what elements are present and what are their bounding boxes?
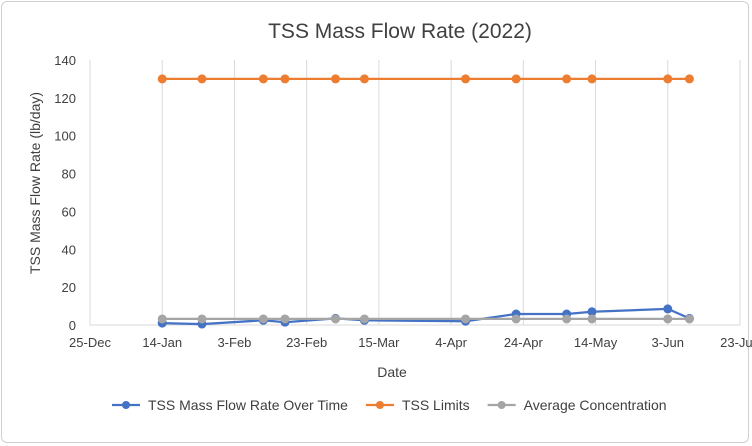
x-axis-label: Date [377, 364, 407, 380]
data-point [157, 74, 167, 84]
data-point [331, 314, 341, 324]
data-point [280, 74, 290, 84]
legend-swatch-marker [122, 401, 130, 409]
y-tick-label: 140 [54, 53, 76, 68]
y-tick-label: 40 [62, 242, 76, 257]
data-point [587, 314, 597, 324]
data-point [562, 74, 572, 84]
x-tick-label: 4-Apr [435, 335, 467, 350]
x-tick-labels: 25-Dec 14-Jan 3-Feb 23-Feb 15-Mar 4-Apr 24-Apr… [69, 335, 752, 350]
series-lines [157, 74, 694, 329]
data-point [461, 74, 471, 84]
x-tick-label: 3-Feb [217, 335, 251, 350]
y-tick-label: 100 [54, 129, 76, 144]
data-point [359, 314, 369, 324]
data-point [359, 74, 369, 84]
data-point [280, 314, 290, 324]
data-point [197, 74, 207, 84]
data-point [663, 314, 673, 324]
data-point [157, 314, 167, 324]
y-tick-label: 120 [54, 91, 76, 106]
data-point [587, 74, 597, 84]
data-point [663, 304, 673, 314]
legend-swatch-marker [375, 401, 384, 409]
legend: TSS Mass Flow Rate Over Time TSS Limits Av… [112, 397, 667, 413]
y-tick-label: 20 [62, 280, 76, 295]
y-tick-labels: 0 20 40 60 80 100 120 140 [54, 53, 76, 333]
x-tick-label: 25-Dec [69, 335, 111, 350]
data-point [331, 74, 341, 84]
x-tick-label: 15-Mar [358, 335, 400, 350]
x-tick-label: 3-Jun [652, 335, 685, 350]
chart-title: TSS Mass Flow Rate (2022) [268, 20, 532, 43]
data-point [511, 74, 521, 84]
y-axis-label: TSS Mass Flow Rate (lb/day) [27, 92, 43, 274]
data-point [684, 314, 694, 324]
data-point [684, 74, 694, 84]
data-point [258, 74, 268, 84]
x-tick-label: 23-Jun [720, 335, 752, 350]
legend-entry-label: TSS Mass Flow Rate Over Time [148, 397, 348, 413]
y-tick-label: 0 [69, 318, 76, 333]
y-tick-label: 80 [62, 167, 76, 182]
x-tick-label: 23-Feb [286, 335, 327, 350]
legend-swatch-marker [497, 401, 506, 409]
legend-entry-label: TSS Limits [402, 397, 470, 413]
x-tick-label: 14-May [574, 335, 618, 350]
data-point [663, 74, 673, 84]
data-point [258, 314, 268, 324]
data-point [511, 314, 521, 324]
grid-lines [89, 60, 741, 326]
y-tick-label: 60 [62, 204, 76, 219]
data-point [197, 314, 207, 324]
x-tick-label: 14-Jan [142, 335, 182, 350]
legend-entry-label: Average Concentration [524, 397, 667, 413]
data-point [461, 314, 471, 324]
x-tick-label: 24-Apr [504, 335, 544, 350]
series-line [162, 307, 690, 326]
data-point [562, 314, 572, 324]
